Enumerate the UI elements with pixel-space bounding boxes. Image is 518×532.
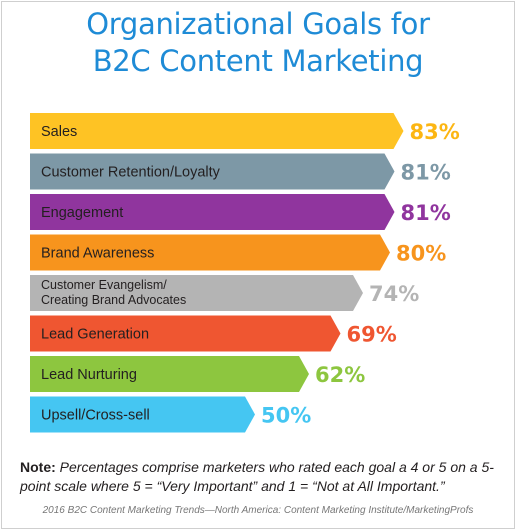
chart-title: Organizational Goals for B2C Content Mar… <box>0 6 516 80</box>
bar-label-lead-nurturing: Lead Nurturing <box>41 367 137 383</box>
bar-value-lead-generation: 69% <box>347 323 397 347</box>
chart-title-line-2: B2C Content Marketing <box>92 44 424 78</box>
bar-value-brand-awareness: 80% <box>396 242 446 266</box>
bar-label-lead-generation: Lead Generation <box>41 327 149 343</box>
bar-lead-nurturing <box>30 356 309 392</box>
bar-value-sales: 83% <box>410 120 460 144</box>
bar-value-engagement: 81% <box>401 201 451 225</box>
bar-label-brand-awareness: Brand Awareness <box>41 246 154 262</box>
bar-customer-retention-loyalty <box>30 153 395 190</box>
bar-label-customer-evangelism-creating-brand-advocates: Customer Evangelism/Creating Brand Advoc… <box>41 278 186 307</box>
chart-note: Note: Percentages comprise marketers who… <box>20 458 500 496</box>
note-label: Note: <box>20 459 56 475</box>
bar-label-engagement: Engagement <box>41 205 123 221</box>
bar-value-customer-retention-loyalty: 81% <box>401 161 451 185</box>
bar-value-lead-nurturing: 62% <box>315 363 365 387</box>
bar-lead-generation <box>30 315 341 352</box>
bar-label-upsell-cross-sell: Upsell/Cross-sell <box>41 408 150 424</box>
bar-label-sales: Sales <box>41 124 77 140</box>
note-text: Percentages comprise marketers who rated… <box>20 459 494 494</box>
bar-brand-awareness <box>30 234 390 271</box>
bar-value-upsell-cross-sell: 50% <box>261 404 311 428</box>
bar-engagement <box>30 194 395 230</box>
source-credit: 2016 B2C Content Marketing Trends—North … <box>42 505 474 516</box>
bar-label-customer-retention-loyalty: Customer Retention/Loyalty <box>41 165 221 181</box>
bar-customer-evangelism-creating-brand-advocates <box>30 275 363 311</box>
bar-value-customer-evangelism-creating-brand-advocates: 74% <box>369 282 419 306</box>
bar-sales <box>30 113 404 149</box>
bar-upsell-cross-sell <box>30 396 255 433</box>
chart-title-line-1: Organizational Goals for <box>86 7 430 41</box>
